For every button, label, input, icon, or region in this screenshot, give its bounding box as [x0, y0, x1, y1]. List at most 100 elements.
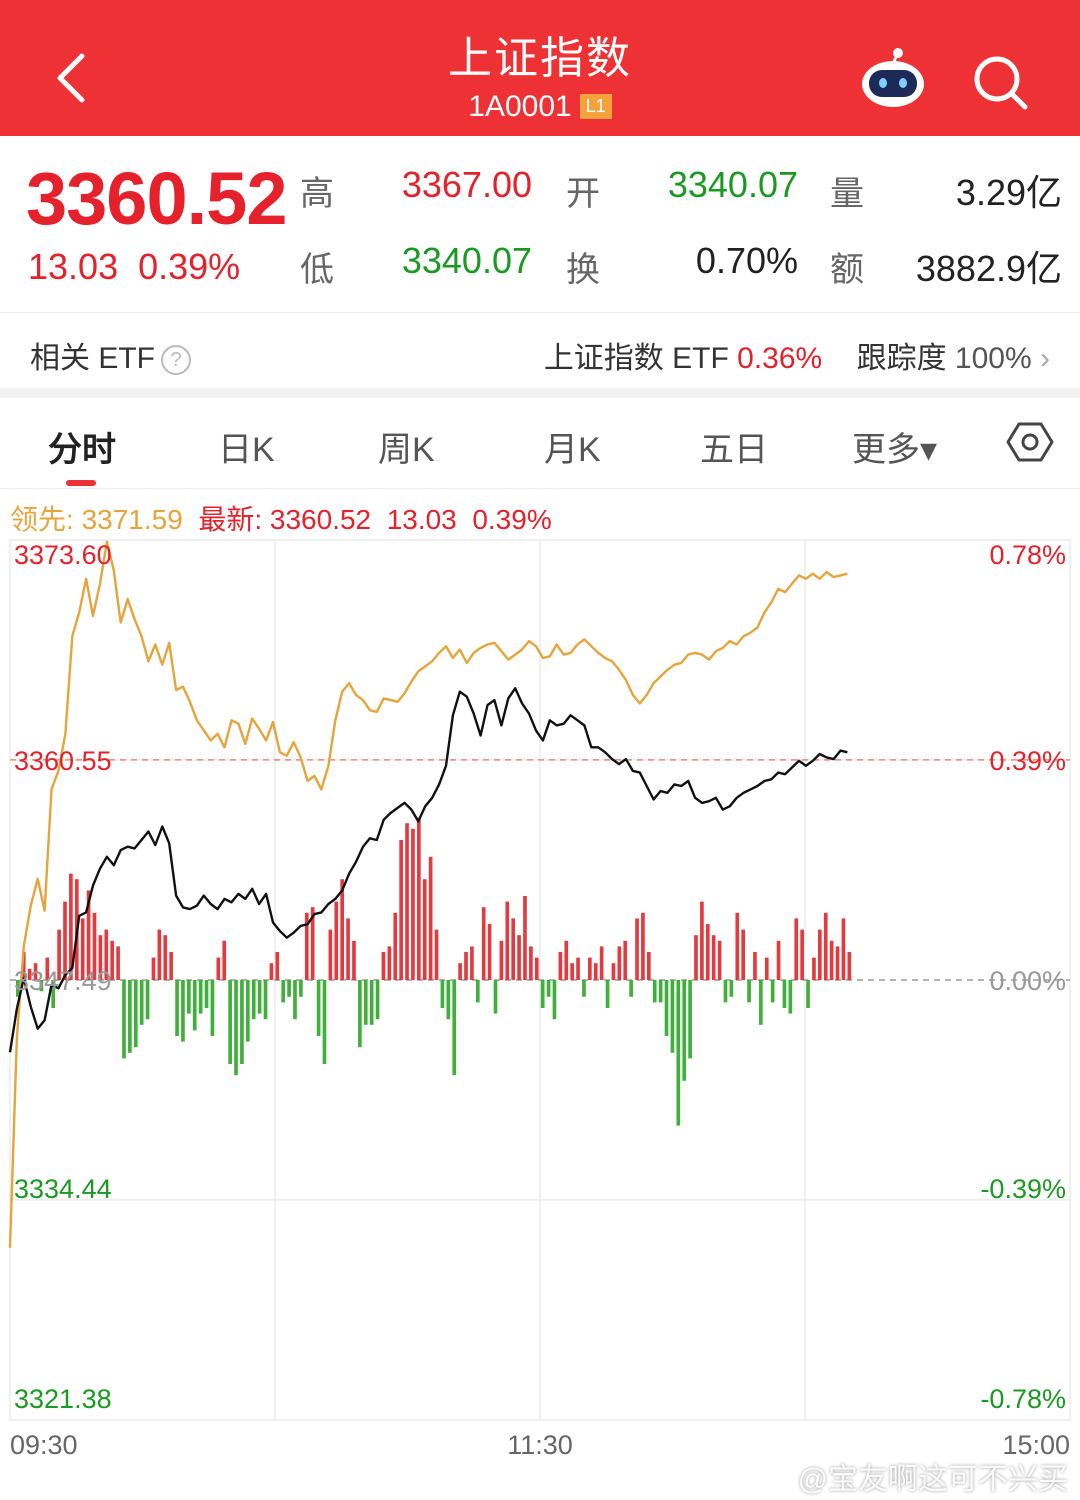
- volume-bar-up: [98, 935, 103, 980]
- related-etf-row[interactable]: 相关 ETF? 上证指数 ETF 0.36% 跟踪度 100% ›: [0, 312, 1080, 389]
- volume-bar-up: [399, 840, 403, 980]
- active-tab-indicator: [66, 480, 96, 486]
- volume-bar-up: [21, 952, 26, 980]
- volume-bar-down: [245, 980, 250, 1042]
- tracking-label: 跟踪度: [856, 342, 947, 375]
- chart-settings-icon[interactable]: [1006, 418, 1054, 466]
- volume-bar-up: [847, 952, 852, 980]
- volume-bar-up: [69, 873, 73, 980]
- volume-bar-down: [322, 980, 327, 1064]
- volume-bar-down: [145, 980, 150, 1020]
- volume-bar-up: [764, 957, 769, 980]
- volume-bar-up: [334, 901, 339, 980]
- open-value: 3340.07: [667, 164, 798, 205]
- section-divider: [0, 388, 1080, 398]
- x-axis-label: 09:30: [10, 1430, 78, 1460]
- x-axis-label: 11:30: [507, 1430, 573, 1460]
- related-etf-text: 相关 ETF: [30, 342, 155, 375]
- tab-intraday[interactable]: 分时: [48, 431, 116, 469]
- volume-bar-up: [340, 879, 345, 980]
- volume-bar-down: [175, 980, 179, 1036]
- y-axis-label-left: 3321.38: [14, 1384, 112, 1414]
- volume-bar-down: [240, 980, 244, 1064]
- volume-bar-up: [646, 952, 651, 980]
- volume-bar-up: [481, 907, 486, 980]
- volume-bar-down: [139, 980, 144, 1025]
- volume-bar-up: [576, 957, 580, 980]
- volume-bar-up: [405, 823, 409, 980]
- current-price: 3360.52: [26, 157, 287, 240]
- volume-bar-up: [611, 963, 616, 980]
- low-value: 3340.07: [401, 240, 532, 281]
- tab-daily-k[interactable]: 日K: [218, 431, 275, 469]
- volume-bar-up: [458, 963, 462, 980]
- volume-bar-up: [428, 856, 433, 980]
- volume-bar-down: [605, 980, 610, 1008]
- high-value: 3367.00: [401, 164, 532, 205]
- etf-summary[interactable]: 上证指数 ETF 0.36% 跟踪度 100% ›: [544, 333, 1050, 377]
- volume-bar-up: [534, 957, 539, 980]
- latest-change: 13.03: [386, 504, 457, 535]
- search-icon[interactable]: [970, 52, 1030, 112]
- volume-bar-up: [641, 912, 645, 980]
- change-percent: 0.39%: [138, 246, 241, 287]
- volume-bar-up: [157, 929, 162, 980]
- volume-bar-down: [670, 980, 675, 1053]
- volume-bar-down: [440, 980, 445, 1008]
- etf-name: 上证指数 ETF: [543, 342, 729, 375]
- volume-bar-up: [841, 918, 846, 980]
- tab-monthly-k[interactable]: 月K: [544, 431, 601, 469]
- volume-bar-down: [287, 980, 291, 997]
- lead-index-series: [8, 540, 848, 1248]
- volume-bar-down: [552, 980, 557, 1020]
- volume-bar-up: [27, 968, 32, 980]
- volume-bar-up: [829, 940, 834, 980]
- volume-bar-down: [723, 980, 728, 1003]
- tab-five-day[interactable]: 五日: [700, 431, 768, 469]
- volume-value: 3.29亿: [955, 172, 1062, 213]
- robot-assistant-icon[interactable]: [860, 46, 926, 110]
- etf-percent: 0.36%: [737, 342, 823, 375]
- volume-bar-up: [393, 912, 398, 980]
- volume-bar-up: [835, 946, 840, 980]
- volume-bar-down: [251, 980, 256, 1020]
- x-axis-label: 15:00: [1002, 1430, 1070, 1460]
- volume-bar-down: [210, 980, 215, 1036]
- volume-bar-up: [304, 912, 309, 980]
- volume-bar-up: [700, 901, 704, 980]
- volume-bar-up: [711, 935, 716, 980]
- app-header: 上证指数 1A0001 L1: [0, 0, 1080, 136]
- high-label: 高: [300, 175, 334, 213]
- turnover-label: 换: [566, 251, 600, 289]
- volume-bar-down: [16, 980, 20, 997]
- tab-weekly-k[interactable]: 周K: [378, 431, 435, 469]
- volume-bar-up: [558, 952, 563, 980]
- watermark: @宝友啊这可不兴买: [797, 1463, 1068, 1496]
- turnover-value: 0.70%: [695, 240, 798, 281]
- volume-bar-up: [216, 957, 221, 980]
- change-value: 13.03: [28, 246, 119, 287]
- y-axis-label-right: 0.78%: [989, 540, 1066, 570]
- tracking-value: 100%: [954, 342, 1032, 375]
- tab-more[interactable]: 更多▾: [852, 431, 938, 469]
- volume-bar-up: [310, 907, 315, 980]
- back-icon[interactable]: [48, 48, 108, 108]
- volume-bar-down: [316, 980, 321, 1036]
- volume-bar-up: [753, 952, 757, 980]
- open-label: 开: [566, 175, 600, 213]
- volume-bar-up: [33, 963, 38, 980]
- volume-bar-down: [658, 980, 663, 1003]
- intraday-chart[interactable]: 3373.60 3360.55 3347.49 3334.44 3321.38 0.78%…: [0, 536, 1080, 1500]
- volume-bar-up: [169, 952, 173, 980]
- stock-code: 1A0001 L1: [0, 90, 1080, 124]
- help-icon[interactable]: ?: [161, 345, 191, 375]
- latest-label: 最新:: [198, 504, 263, 535]
- volume-bar-up: [705, 924, 710, 980]
- volume-bar-down: [582, 980, 586, 997]
- latest-price-series: [8, 687, 848, 1053]
- volume-bar-down: [759, 980, 763, 1025]
- volume-bar-up: [776, 940, 781, 980]
- volume-bar-up: [623, 940, 628, 980]
- volume-bar-down: [475, 980, 480, 1003]
- volume-bar-down: [664, 980, 669, 1036]
